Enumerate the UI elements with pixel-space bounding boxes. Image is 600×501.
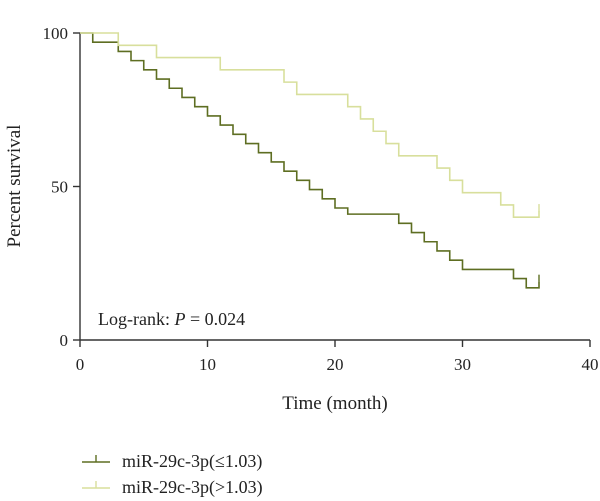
log-rank-annotation: Log-rank: P = 0.024 bbox=[98, 309, 245, 329]
x-tick-label: 10 bbox=[199, 355, 216, 374]
survival-curve-high bbox=[80, 32, 540, 218]
annotation-p: P bbox=[173, 309, 185, 329]
legend: miR-29c-3p(≤1.03) miR-29c-3p(>1.03) bbox=[82, 451, 263, 498]
legend-label-high: miR-29c-3p(>1.03) bbox=[122, 477, 263, 498]
series-layer bbox=[80, 32, 540, 289]
y-axis-title: Percent survival bbox=[4, 125, 25, 248]
x-tick-label: 40 bbox=[582, 355, 599, 374]
y-tick-label: 0 bbox=[60, 331, 69, 350]
x-tick-label: 20 bbox=[327, 355, 344, 374]
annotation-prefix: Log-rank: bbox=[98, 309, 174, 329]
y-tick-label: 100 bbox=[43, 24, 69, 43]
x-tick-label: 0 bbox=[76, 355, 85, 374]
legend-item-low: miR-29c-3p(≤1.03) bbox=[82, 451, 262, 472]
y-ticks: 0 50 100 bbox=[43, 24, 80, 350]
x-tick-label: 30 bbox=[454, 355, 471, 374]
annotation-suffix: = 0.024 bbox=[185, 309, 245, 329]
y-tick-label: 50 bbox=[51, 178, 68, 197]
legend-label-low: miR-29c-3p(≤1.03) bbox=[122, 451, 262, 472]
x-axis-title: Time (month) bbox=[282, 393, 387, 414]
legend-item-high: miR-29c-3p(>1.03) bbox=[82, 477, 263, 498]
x-ticks: 0 10 20 30 40 bbox=[76, 340, 599, 374]
survival-curve-low bbox=[80, 32, 540, 289]
